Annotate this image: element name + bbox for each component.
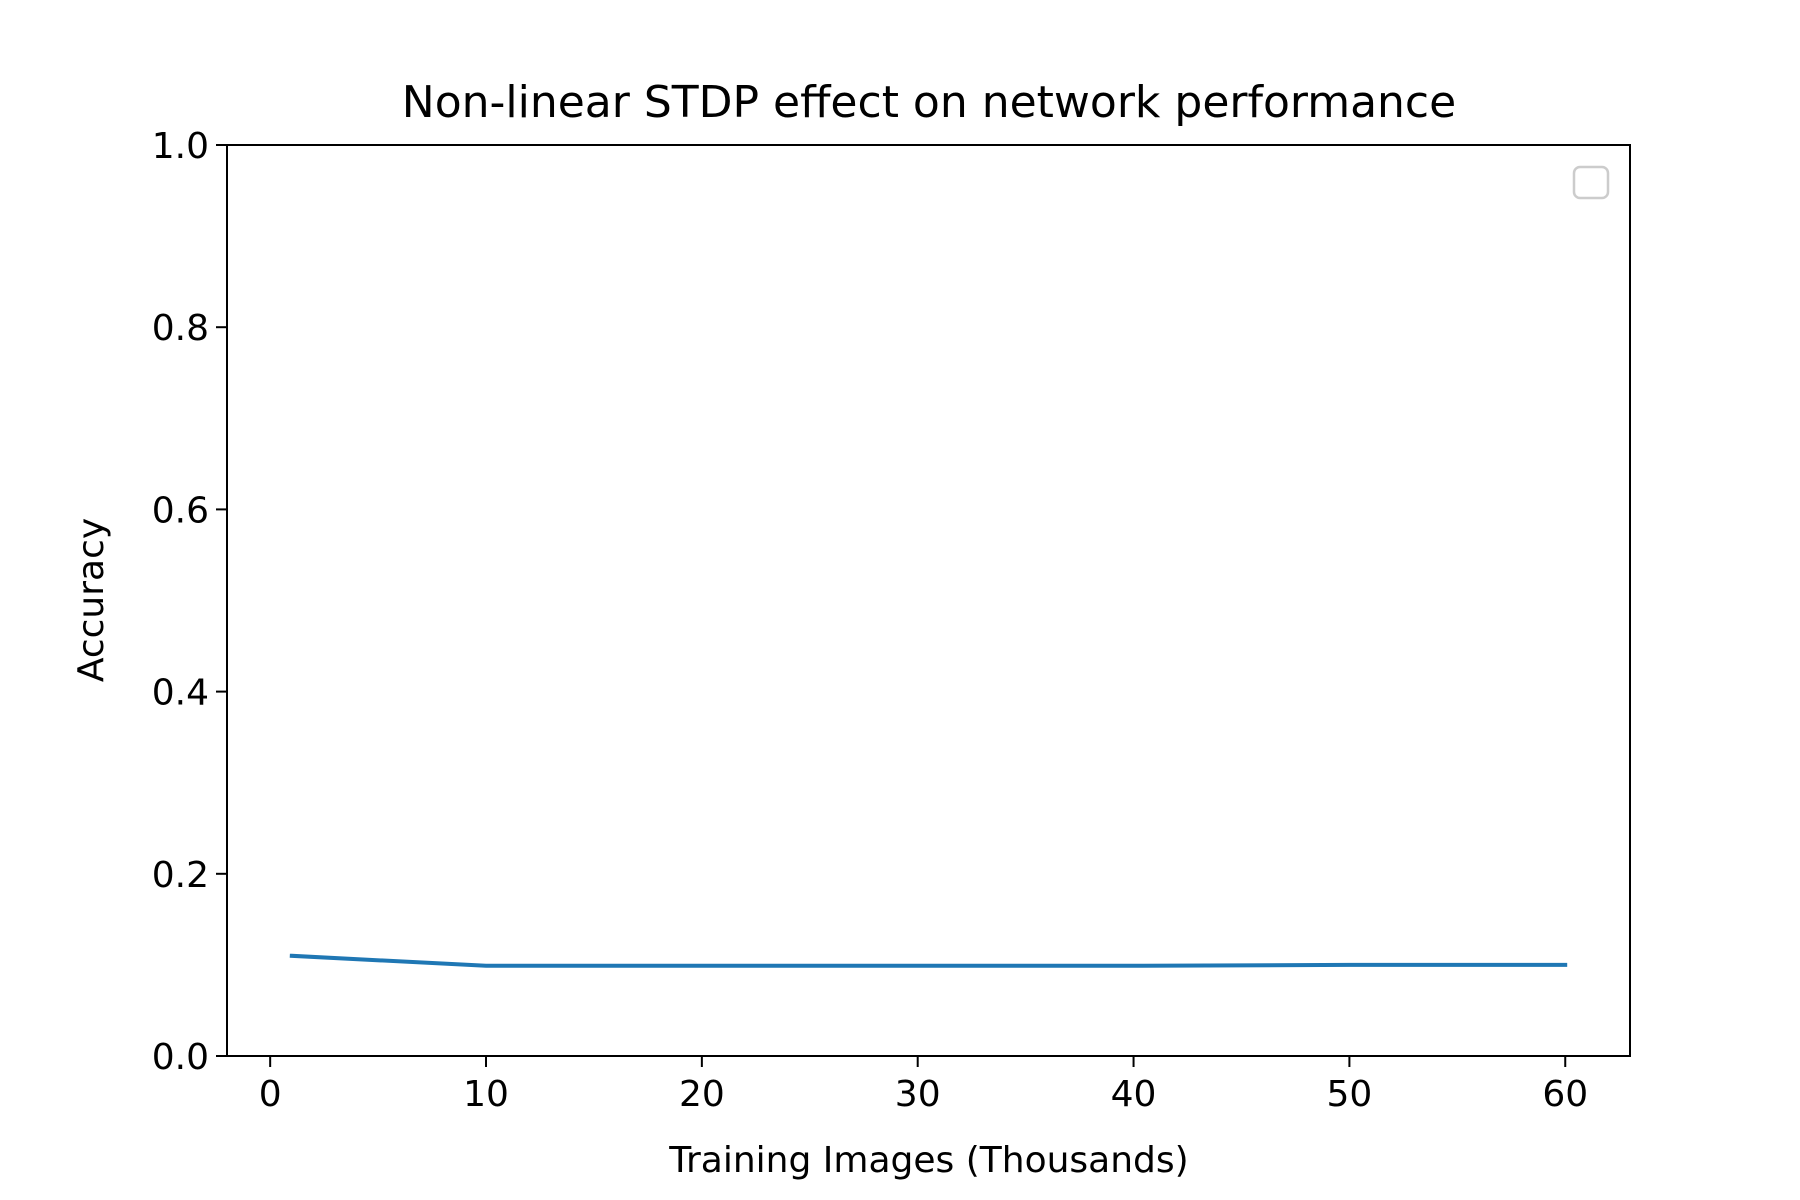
y-axis-label: Accuracy (71, 518, 112, 682)
plot-frame (226, 144, 1631, 1057)
chart-title: Non-linear STDP effect on network perfor… (402, 77, 1456, 128)
legend-box (1572, 165, 1610, 200)
x-tick-label: 0 (259, 1074, 282, 1115)
plot-area (289, 953, 1568, 968)
x-tick-label: 60 (1542, 1074, 1588, 1115)
x-tick-label: 10 (463, 1074, 509, 1115)
y-tick-label: 0.0 (152, 1037, 209, 1078)
series-line (289, 953, 1568, 968)
x-tick-label: 40 (1111, 1074, 1157, 1115)
x-tick-label: 20 (679, 1074, 725, 1115)
x-axis: 0 10 20 30 40 50 60 (259, 1056, 1588, 1115)
x-tick-label: 30 (895, 1074, 941, 1115)
y-tick-label: 1.0 (152, 126, 209, 167)
y-tick-label: 0.2 (152, 855, 209, 896)
y-tick-label: 0.8 (152, 308, 209, 349)
y-tick-label: 0.4 (152, 673, 209, 714)
y-axis: 0.0 0.2 0.4 0.6 0.8 1.0 (152, 126, 227, 1078)
y-tick-label: 0.6 (152, 490, 209, 531)
x-tick-label: 50 (1326, 1074, 1372, 1115)
x-axis-label: Training Images (Thousands) (668, 1140, 1188, 1181)
